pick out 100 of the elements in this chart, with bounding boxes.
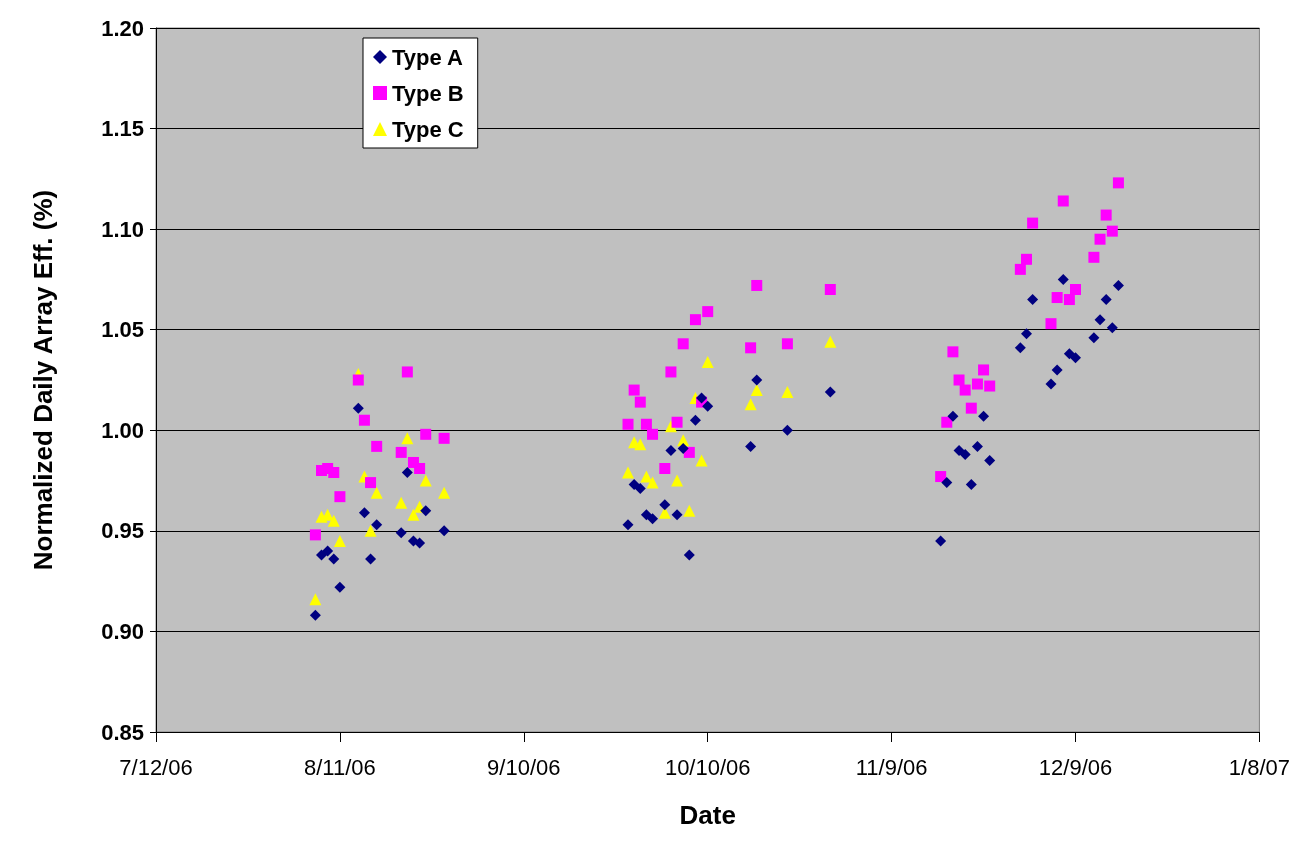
point <box>628 384 640 396</box>
point <box>1106 225 1118 237</box>
point <box>414 537 426 549</box>
y-tick-label: 0.90 <box>101 618 144 644</box>
point <box>745 440 757 452</box>
point <box>953 444 965 456</box>
point <box>671 474 684 487</box>
point <box>634 396 646 408</box>
point <box>1070 352 1082 364</box>
point <box>824 386 836 398</box>
point <box>634 438 647 451</box>
point <box>438 486 451 499</box>
point <box>420 505 432 517</box>
point <box>316 549 328 561</box>
point <box>358 414 370 426</box>
point <box>978 364 990 376</box>
point <box>327 514 340 527</box>
point <box>640 509 652 521</box>
point <box>750 384 763 397</box>
point <box>1112 177 1124 189</box>
point <box>438 432 450 444</box>
point <box>1094 233 1106 245</box>
point <box>1051 364 1063 376</box>
point <box>959 384 971 396</box>
point <box>622 466 635 479</box>
point <box>751 279 763 291</box>
point <box>1020 328 1032 340</box>
y-tick-label: 1.20 <box>101 15 144 41</box>
point <box>1063 348 1075 360</box>
point <box>1057 273 1069 285</box>
point <box>401 366 413 378</box>
point <box>371 519 383 531</box>
point <box>309 593 322 606</box>
point <box>1070 283 1082 295</box>
point <box>1112 279 1124 291</box>
point <box>395 496 408 509</box>
point <box>395 527 407 539</box>
point <box>364 524 377 537</box>
point <box>695 454 708 467</box>
point <box>984 454 996 466</box>
point <box>947 346 959 358</box>
point <box>702 306 714 318</box>
point <box>824 335 837 348</box>
point <box>334 581 346 593</box>
point <box>745 342 757 354</box>
y-tick-label: 1.05 <box>101 317 144 343</box>
point <box>414 463 426 474</box>
point <box>1100 294 1112 306</box>
point <box>333 534 346 547</box>
point <box>971 378 983 390</box>
point <box>935 471 947 483</box>
point <box>1057 195 1069 207</box>
x-tick-label: 7/12/06 <box>119 754 193 780</box>
x-axis-title: Date <box>679 800 736 830</box>
point <box>370 486 383 499</box>
point <box>1063 294 1075 306</box>
point <box>352 402 364 414</box>
legend-label: Type B <box>392 80 464 106</box>
point <box>824 283 836 295</box>
point <box>751 374 763 386</box>
point <box>419 474 432 487</box>
legend-label: Type A <box>392 44 464 70</box>
point <box>953 374 965 386</box>
point <box>1027 217 1039 229</box>
point <box>1106 322 1118 334</box>
point <box>959 448 971 460</box>
legend-label: Type C <box>392 116 464 142</box>
point <box>689 314 701 326</box>
point <box>781 424 793 436</box>
point <box>334 491 346 503</box>
point <box>671 416 683 428</box>
point <box>978 410 990 422</box>
point <box>701 355 714 368</box>
x-tick-label: 12/9/06 <box>1038 754 1113 780</box>
point <box>634 483 646 495</box>
point <box>358 507 370 519</box>
x-tick-label: 8/11/06 <box>304 754 376 780</box>
y-tick-label: 1.15 <box>101 116 144 142</box>
point <box>696 392 708 404</box>
point <box>365 477 377 489</box>
point <box>420 428 432 440</box>
point <box>677 442 689 454</box>
point <box>322 545 334 557</box>
point <box>1014 263 1026 275</box>
point <box>1051 292 1063 304</box>
point <box>677 338 689 350</box>
point <box>640 418 652 430</box>
point <box>659 463 671 474</box>
point <box>438 525 450 537</box>
y-tick-label: 0.95 <box>101 518 144 544</box>
point <box>702 400 714 412</box>
point <box>328 467 340 479</box>
point <box>947 410 959 422</box>
x-tick-label: 9/10/06 <box>487 754 561 780</box>
y-tick-label: 1.00 <box>101 417 144 443</box>
point <box>371 440 383 452</box>
point <box>971 440 983 452</box>
point <box>1100 209 1112 221</box>
point <box>689 414 701 426</box>
point <box>328 553 340 565</box>
